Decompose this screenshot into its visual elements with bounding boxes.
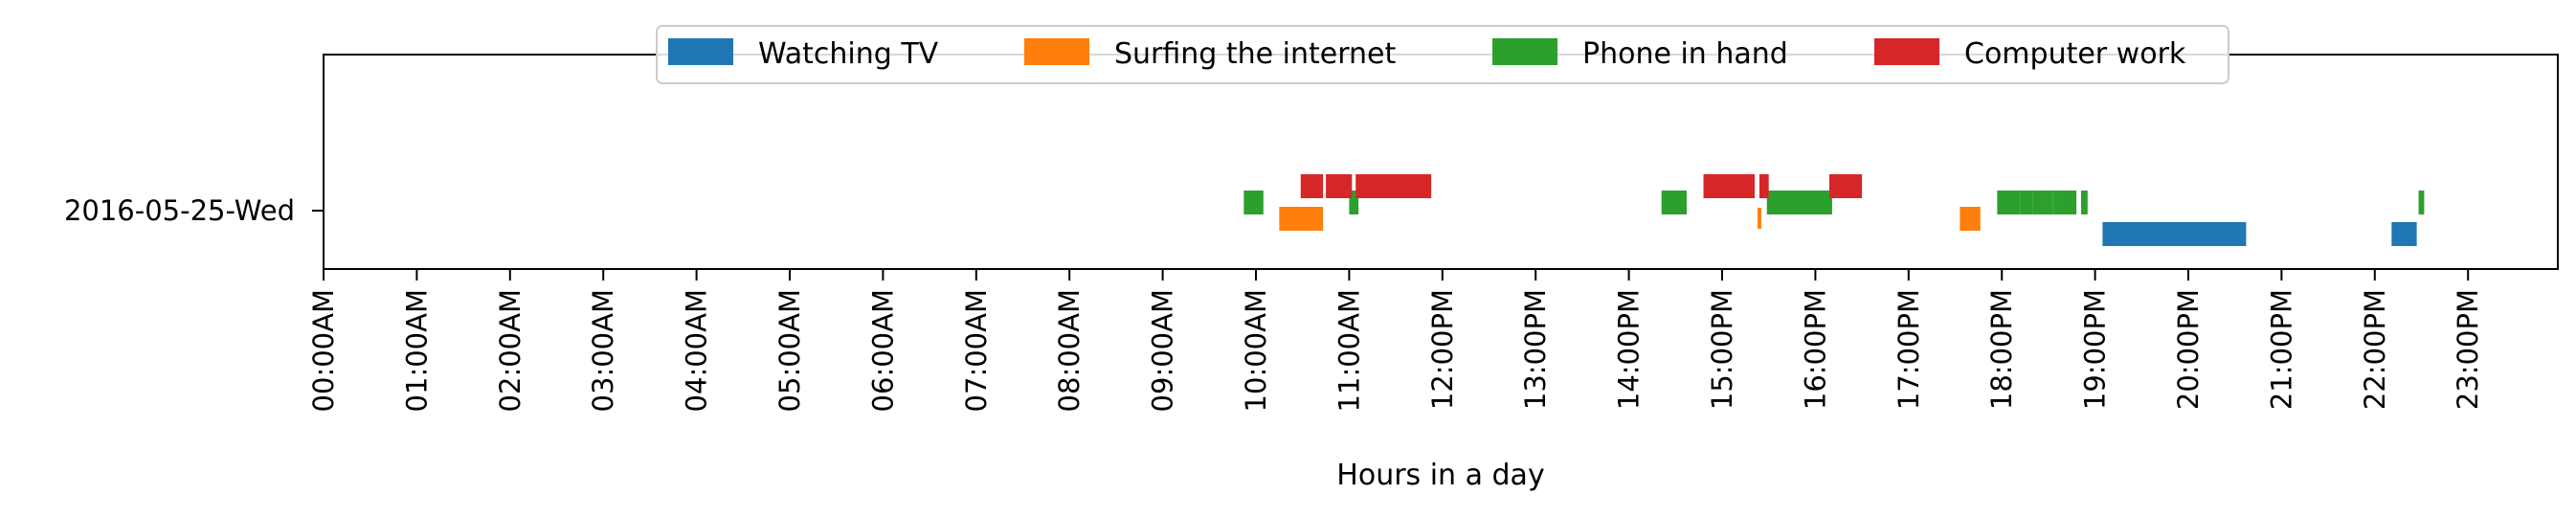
- timeline-bar: [1279, 207, 1324, 231]
- x-tick-label: 23:00PM: [2452, 289, 2484, 410]
- x-tick-label: 10:00AM: [1240, 289, 1272, 412]
- timeline-bar: [2080, 191, 2088, 214]
- bars-layer: [1243, 174, 2425, 246]
- x-tick-label: 00:00AM: [307, 289, 340, 412]
- x-tick-label: 03:00AM: [587, 289, 619, 412]
- x-tick-label: 09:00AM: [1147, 289, 1179, 412]
- timeline-bar: [2052, 191, 2064, 214]
- x-tick-label: 17:00PM: [1893, 289, 1925, 410]
- x-tick-label: 21:00PM: [2265, 289, 2297, 410]
- x-tick-label: 13:00PM: [1519, 289, 1552, 410]
- legend-label: Surfing the internet: [1114, 37, 1396, 71]
- x-tick-label: 19:00PM: [2079, 289, 2112, 410]
- legend-label: Phone in hand: [1582, 37, 1788, 71]
- x-tick-label: 20:00PM: [2172, 289, 2205, 410]
- legend-swatch: [1874, 38, 1939, 65]
- timeline-bar: [1766, 191, 1832, 214]
- x-tick-label: 06:00AM: [866, 289, 899, 412]
- x-tick-label: 12:00PM: [1426, 289, 1459, 410]
- timeline-bar: [2102, 222, 2247, 246]
- legend-swatch: [1492, 38, 1557, 65]
- x-tick-label: 05:00AM: [773, 289, 806, 412]
- legend: Watching TV Surfing the internet Phone in …: [656, 25, 2229, 84]
- x-tick-label: 07:00AM: [960, 289, 993, 412]
- timeline-bar: [1326, 174, 1353, 198]
- x-tick-label: 18:00PM: [1985, 289, 2018, 410]
- x-tick-label: 15:00PM: [1706, 289, 1738, 410]
- x-tick-label: 04:00AM: [681, 289, 713, 412]
- x-tick-label: 22:00PM: [2359, 289, 2391, 410]
- x-tick-label: 08:00AM: [1053, 289, 1086, 412]
- x-axis-title: Hours in a day: [1336, 459, 1544, 492]
- timeline-bar: [2063, 191, 2077, 214]
- timeline-bar: [1829, 174, 1863, 198]
- y-tick-label: 2016-05-25-Wed: [64, 194, 295, 227]
- timeline-bar: [2044, 191, 2053, 214]
- timeline-bar: [1997, 191, 2021, 214]
- timeline-bar: [1758, 208, 1761, 229]
- timeline-bar: [1355, 174, 1432, 198]
- y-axis: 2016-05-25-Wed: [64, 194, 324, 227]
- x-tick-label: 01:00AM: [400, 289, 433, 412]
- timeline-bar: [1243, 191, 1264, 214]
- timeline-bar: [2418, 191, 2425, 214]
- timeline-bar: [1300, 174, 1324, 198]
- timeline-bar: [1703, 174, 1756, 198]
- timeline-bar: [2391, 222, 2417, 246]
- timeline-bar: [1960, 207, 1981, 231]
- timeline-bar: [1758, 174, 1769, 198]
- legend-label: Watching TV: [758, 37, 939, 71]
- timeline-bar: [2020, 191, 2033, 214]
- x-tick-label: 02:00AM: [494, 289, 526, 412]
- x-tick-label: 11:00AM: [1333, 289, 1365, 412]
- x-axis: 00:00AM 01:00AM 02:00AM 03:00AM 04:00AM 05:00…: [307, 269, 2484, 412]
- timeline-bar: [2032, 191, 2045, 214]
- legend-label: Computer work: [1964, 37, 2186, 71]
- legend-swatch: [668, 38, 733, 65]
- x-tick-label: 14:00PM: [1613, 289, 1646, 410]
- x-tick-label: 16:00PM: [1799, 289, 1831, 410]
- timeline-bar: [1661, 191, 1687, 214]
- timeline-bar: [1349, 191, 1359, 214]
- legend-swatch: [1024, 38, 1089, 65]
